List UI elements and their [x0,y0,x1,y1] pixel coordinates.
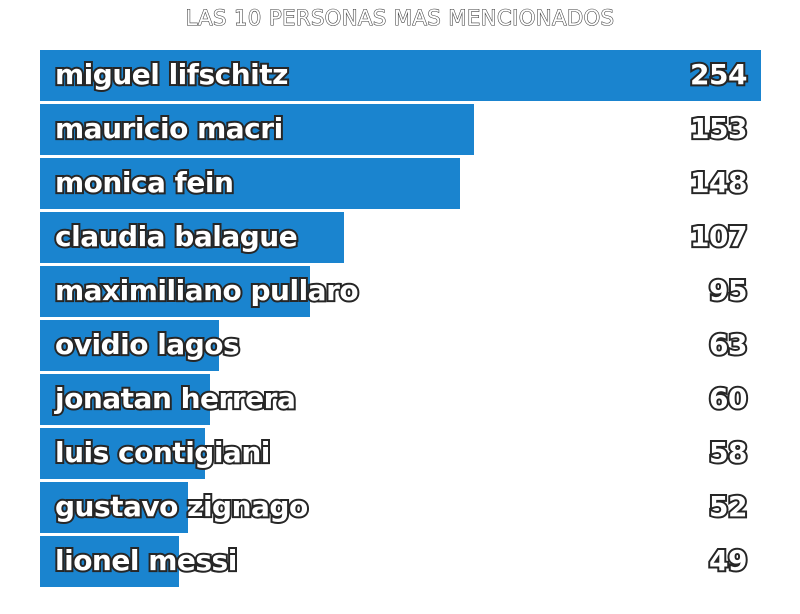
bar-label: miguel lifschitz [53,56,290,93]
bar-row: jonatan herrera 60 [40,374,761,425]
bar-label: mauricio macri [53,110,285,147]
bar [40,104,475,155]
bar [40,158,461,209]
bar-label: claudia balague [53,218,300,255]
bar-value: 58 [707,434,749,471]
bar-row: ovidio lagos 63 [40,320,761,371]
bar-row: lionel messi 49 [40,536,761,587]
bar-row: claudia balague 107 [40,212,761,263]
bar-value: 95 [707,272,749,309]
bar-label: monica fein [53,164,236,201]
bar-value: 49 [707,542,749,579]
bar-row: miguel lifschitz 254 [40,50,761,101]
bar-chart: miguel lifschitz 254 mauricio macri 153 moni… [40,50,761,590]
bar-value: 254 [688,56,749,93]
bar-label: gustavo zignago [53,488,310,525]
bar [40,374,211,425]
bar [40,536,180,587]
bar-value: 107 [688,218,749,255]
bar-label: jonatan herrera [53,380,298,417]
bar-label: luis contigiani [53,434,272,471]
bar [40,50,761,101]
bar-value: 153 [688,110,749,147]
bar-row: luis contigiani 58 [40,428,761,479]
bar-value: 63 [707,326,749,363]
chart-title: LAS 10 PERSONAS MAS MENCIONADOS [185,5,615,30]
bar [40,320,219,371]
bar-label: lionel messi [53,542,239,579]
bar [40,212,344,263]
bar [40,428,205,479]
bar-label: ovidio lagos [53,326,242,363]
bar-row: maximiliano pullaro 95 [40,266,761,317]
bar-label: maximiliano pullaro [53,272,361,309]
bar-value: 52 [707,488,749,525]
bar [40,482,188,533]
bar-row: gustavo zignago 52 [40,482,761,533]
bar-value: 60 [707,380,749,417]
bar-row: monica fein 148 [40,158,761,209]
bar-row: mauricio macri 153 [40,104,761,155]
bar [40,266,310,317]
bar-value: 148 [688,164,749,201]
